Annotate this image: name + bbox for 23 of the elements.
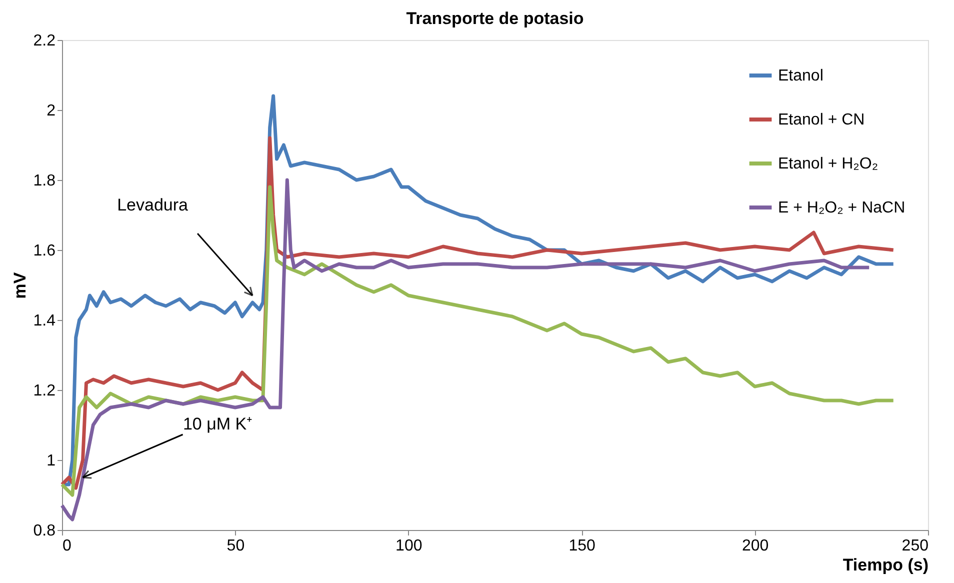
x-tick-label: 200 [742,538,769,554]
x-tick-label: 50 [226,538,245,554]
legend-label: Etanol + CN [778,112,865,128]
x-tick-label: 250 [902,538,929,554]
chart-title: Transporte de potasio [406,9,584,28]
y-tick-label: 1.6 [33,242,56,260]
y-tick-label: 2.2 [33,32,56,50]
y-tick-label: 2 [46,102,56,120]
x-tick-label: 100 [396,538,422,554]
y-tick-label: 1.4 [33,312,56,330]
x-tick-label: 0 [62,538,72,554]
y-tick-label: 1.8 [33,172,56,190]
annotation: 10 μM K⁺ [182,414,253,434]
x-axis-title: Tiempo (s) [842,556,928,574]
legend-label: Etanol [778,68,824,84]
y-tick-label: 1 [46,452,56,470]
legend-label: Etanol + H₂O₂ [778,156,878,172]
y-tick-label: 0.8 [33,522,56,540]
y-axis-title: mV [10,272,30,299]
x-tick-label: 150 [568,538,596,554]
legend-label: E + H₂O₂ + NaCN [778,200,906,216]
y-tick-label: 1.2 [33,382,56,400]
annotation: Levadura [117,196,189,214]
